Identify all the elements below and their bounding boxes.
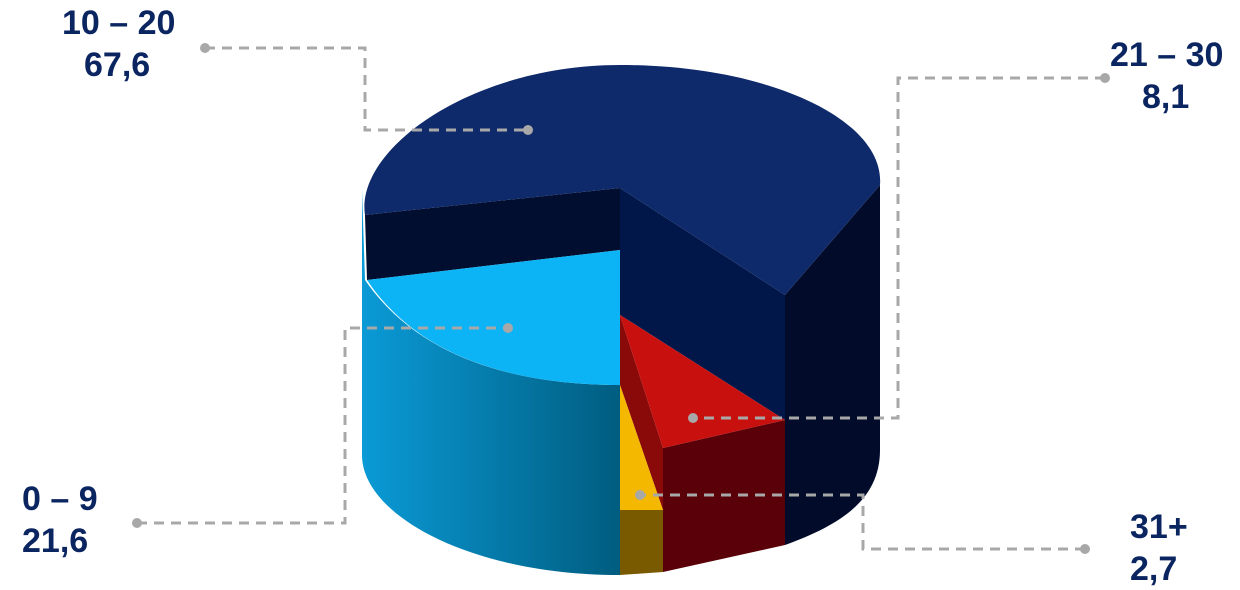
leader-dot-31plus-end xyxy=(635,490,645,500)
slice-top-21-30 xyxy=(620,315,785,448)
leader-dot-0-9-start xyxy=(132,518,142,528)
leader-dot-0-9-end xyxy=(503,323,513,333)
slice-top-0-9 xyxy=(367,250,620,385)
leader-line-21-30 xyxy=(693,76,1105,420)
slice-side-10-20 xyxy=(785,185,880,545)
slice-side-0-9 xyxy=(362,190,620,575)
leader-dot-21-30-end xyxy=(688,413,698,423)
leader-line-10-20 xyxy=(205,46,528,132)
slice-category-31plus: 31+ xyxy=(1130,508,1188,546)
slice-inner-10-20-left xyxy=(365,188,620,280)
leader-dot-10-20-end xyxy=(523,125,533,135)
slice-top-10-20 xyxy=(364,65,881,295)
leader-dot-10-20-start xyxy=(200,43,210,53)
slice-value-0-9: 21,6 xyxy=(22,522,89,560)
slice-label-10-20: 10 – 20 67,6 xyxy=(62,2,175,86)
slice-category-0-9: 0 – 9 xyxy=(22,480,98,518)
leader-dot-31plus-start xyxy=(1080,544,1090,554)
slice-label-0-9: 0 – 9 21,6 xyxy=(22,478,98,562)
slice-label-31plus: 31+ 2,7 xyxy=(1130,506,1188,590)
slice-category-21-30: 21 – 30 xyxy=(1110,36,1224,74)
slice-category-10-20: 10 – 20 xyxy=(62,4,176,42)
leader-line-0-9 xyxy=(137,326,508,525)
slice-value-10-20: 67,6 xyxy=(84,46,151,84)
leader-dot-21-30-start xyxy=(1100,73,1110,83)
leader-line-31plus xyxy=(640,493,1085,551)
slice-top-31plus xyxy=(620,385,663,510)
slice-inner-10-20-right xyxy=(620,188,785,420)
slice-inner-21-30 xyxy=(620,315,663,510)
slice-side-31plus xyxy=(620,510,663,575)
slice-label-21-30: 21 – 30 8,1 xyxy=(1110,34,1223,118)
slice-value-31plus: 2,7 xyxy=(1130,550,1178,588)
slice-value-21-30: 8,1 xyxy=(1142,78,1190,116)
